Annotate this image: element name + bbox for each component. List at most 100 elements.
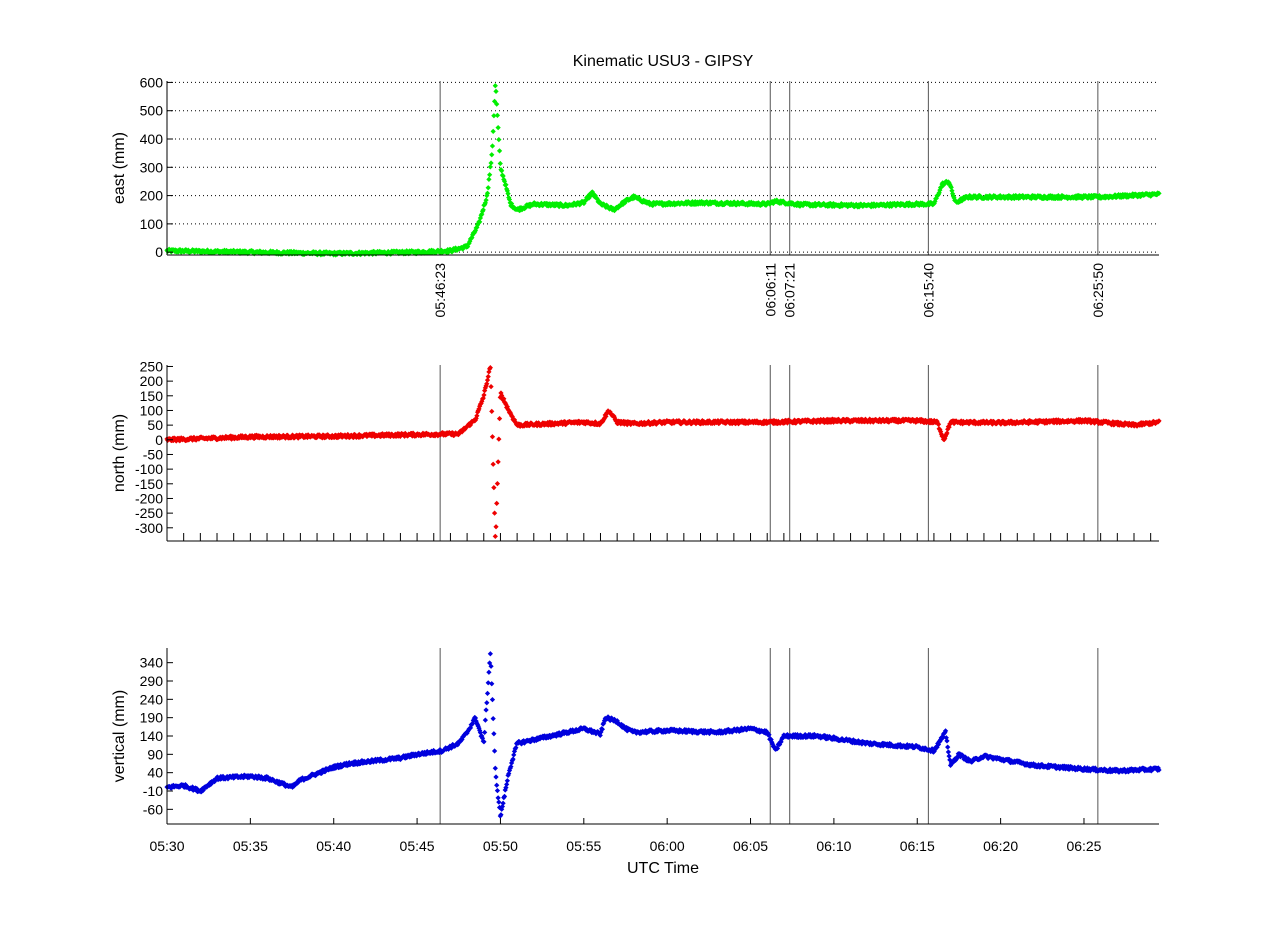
data-point	[490, 128, 496, 135]
data-point	[942, 728, 949, 734]
data-point	[493, 88, 499, 95]
data-point	[935, 421, 942, 427]
data-point	[504, 778, 510, 784]
y-tick-label: 190	[140, 710, 164, 726]
data-point	[484, 190, 491, 196]
data-point	[495, 459, 501, 465]
data-point	[946, 424, 952, 430]
x-tick-label: 05:50	[483, 838, 518, 854]
data-point	[506, 196, 513, 203]
data-point	[489, 697, 496, 703]
y-tick-label: 200	[140, 373, 164, 389]
data-point	[487, 365, 493, 371]
data-point	[944, 430, 950, 436]
data-point	[494, 480, 501, 487]
data-point	[479, 735, 486, 741]
y-tick-label: -300	[135, 520, 163, 536]
y-tick-label: -150	[135, 476, 163, 492]
data-point	[480, 395, 486, 401]
data-point	[944, 738, 950, 744]
data-point	[487, 164, 493, 170]
y-tick-label: -60	[143, 801, 163, 817]
y-tick-label: -10	[143, 783, 163, 799]
data-point	[491, 748, 498, 754]
event-label: 06:06:11	[762, 263, 778, 317]
x-tick-label: 06:20	[983, 838, 1018, 854]
data-point	[506, 771, 512, 777]
data-point	[493, 774, 499, 780]
data-point	[488, 160, 494, 166]
data-point	[481, 392, 487, 398]
data-point	[508, 201, 515, 207]
x-tick-label: 06:15	[900, 838, 935, 854]
data-point	[513, 745, 519, 751]
data-point	[1156, 418, 1162, 424]
data-point	[482, 717, 489, 723]
data-point	[948, 184, 954, 190]
x-tick-label: 05:40	[316, 838, 351, 854]
data-point	[503, 182, 509, 188]
data-point	[483, 707, 489, 713]
y-tick-label: 100	[140, 216, 164, 232]
data-point	[494, 101, 500, 107]
data-point	[490, 715, 496, 722]
y-tick-label: 0	[155, 432, 163, 448]
y-tick-label: 500	[140, 103, 164, 119]
data-point	[489, 681, 495, 687]
data-point	[488, 383, 494, 390]
data-point	[484, 377, 491, 383]
x-tick-label: 06:10	[816, 838, 851, 854]
data-point	[485, 185, 491, 191]
data-point	[496, 415, 503, 422]
chart-title: Kinematic USU3 - GIPSY	[573, 53, 754, 70]
y-tick-label: 100	[140, 402, 164, 418]
y-tick-label: 600	[140, 74, 164, 90]
data-point	[487, 172, 493, 178]
data-point	[488, 663, 494, 669]
data-point	[486, 176, 492, 183]
data-point	[496, 436, 502, 442]
data-point	[487, 651, 493, 657]
y-tick-label: 400	[140, 131, 164, 147]
data-point	[505, 191, 511, 197]
data-point	[474, 413, 480, 419]
data-point	[489, 143, 496, 149]
y-tick-label: 40	[147, 765, 163, 781]
data-point	[510, 756, 516, 762]
y-tick-label: 50	[147, 417, 163, 433]
data-point	[943, 735, 949, 741]
data-point	[495, 795, 501, 801]
y-axis-label: vertical (mm)	[111, 690, 128, 782]
data-point	[946, 753, 952, 759]
data-point	[500, 173, 506, 179]
data-point	[490, 461, 496, 467]
y-tick-label: 240	[140, 691, 164, 707]
data-point	[597, 732, 603, 738]
data-point	[494, 500, 500, 506]
data-point	[469, 234, 475, 241]
data-point	[945, 744, 951, 750]
data-point	[482, 729, 488, 736]
data-point	[480, 207, 486, 213]
data-point	[484, 700, 490, 706]
data-point	[497, 160, 503, 167]
panel-vertical: -60 -10 40 90 140 190 240 290 340 vertical (mm) 05…	[111, 648, 1162, 854]
data-point	[492, 533, 498, 539]
x-tick-label: 06:05	[733, 838, 768, 854]
panel-east: 0 100 200 300 400 500 600 east (mm) 05:46:23 06:0…	[111, 74, 1162, 318]
data-point	[598, 729, 604, 735]
y-tick-label: -50	[143, 446, 163, 462]
y-tick-label: 250	[140, 358, 164, 374]
y-tick-label: 200	[140, 188, 164, 204]
data-point	[491, 484, 497, 491]
data-point	[499, 392, 505, 399]
x-tick-label: 06:00	[650, 838, 685, 854]
data-point	[501, 396, 507, 402]
data-point	[501, 178, 508, 184]
data-point	[934, 744, 940, 750]
data-point	[508, 764, 514, 770]
data-point	[945, 749, 952, 755]
east-series	[164, 83, 1162, 258]
data-point	[504, 781, 510, 788]
